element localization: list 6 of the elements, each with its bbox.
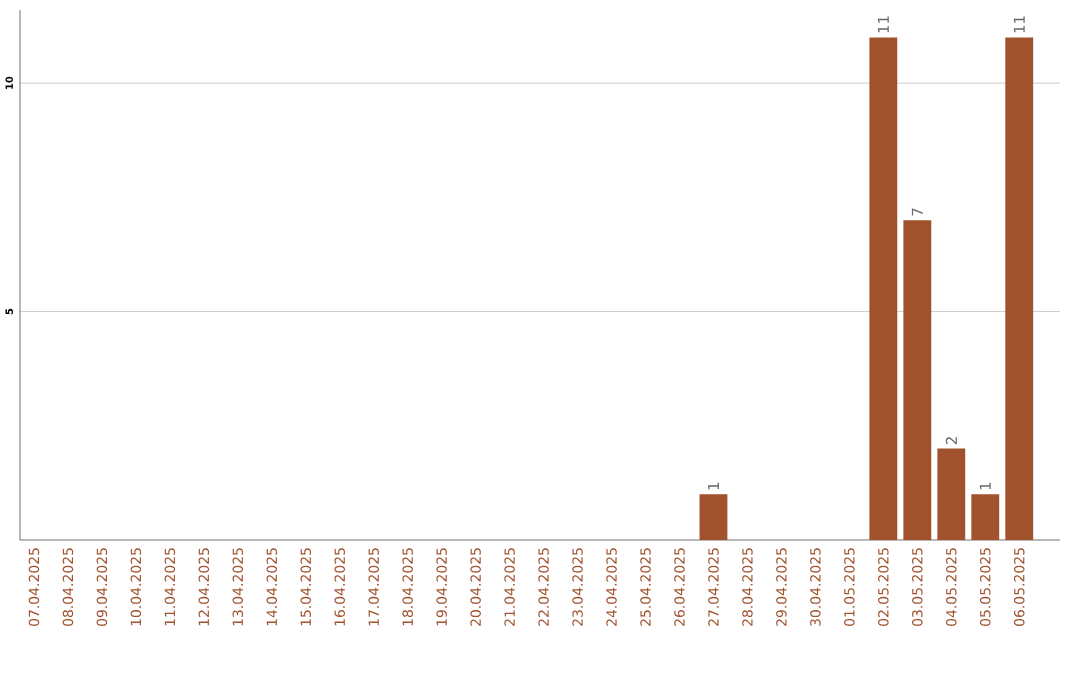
bar (1005, 37, 1034, 540)
bar (971, 494, 1000, 540)
bar (699, 494, 728, 540)
bar (903, 220, 932, 540)
bar (869, 37, 898, 540)
bar (937, 448, 966, 540)
